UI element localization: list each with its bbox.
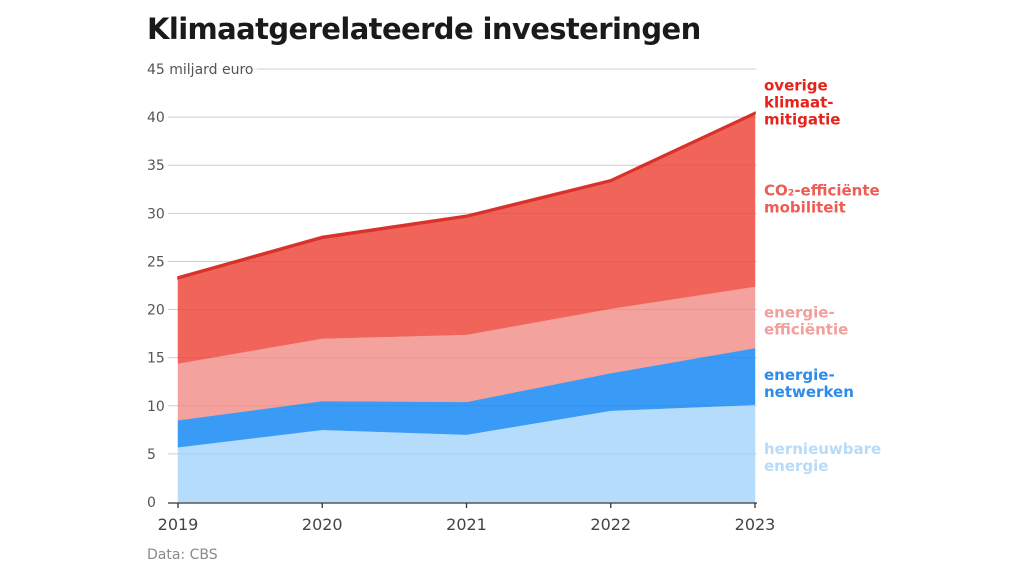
series-label-energie-netwerken: energie-netwerken	[764, 366, 854, 401]
series-label-line: energie-	[764, 366, 835, 384]
y-tick-label: 15	[147, 351, 165, 367]
y-tick-label: 35	[147, 158, 165, 174]
y-axis-ticks: 0 5 10 15 20 25 30 35 40 45 miljard euro	[147, 62, 254, 511]
y-tick-label: 5	[147, 447, 156, 463]
series-label-line: efficiëntie	[764, 321, 848, 339]
y-tick-label: 25	[147, 254, 165, 270]
series-label-line: mobiliteit	[764, 198, 846, 216]
area-overige-klimaatmitigatie	[177, 111, 756, 280]
y-tick-label: 40	[147, 110, 165, 126]
series-label-energie-effici-ntie: energie-efficiëntie	[764, 304, 848, 339]
y-tick-label: 45 miljard euro	[147, 62, 254, 78]
y-tick-label: 20	[147, 303, 165, 319]
y-tick-label: 0	[147, 495, 156, 511]
data-source: Data: CBS	[147, 547, 218, 563]
area-series	[177, 111, 756, 503]
series-label-line: energie	[764, 457, 828, 475]
gridlines-overlay	[168, 68, 755, 455]
chart-title: Klimaatgerelateerde investeringen	[147, 12, 701, 46]
series-label-line: mitigatie	[764, 111, 840, 129]
series-labels: hernieuwbareenergieenergie-netwerkenener…	[764, 77, 881, 476]
series-label-line: hernieuwbare	[764, 440, 881, 458]
series-label-line: energie-	[764, 304, 835, 322]
x-tick-label: 2020	[302, 515, 343, 534]
x-tick-label: 2021	[446, 515, 487, 534]
y-tick-label: 10	[147, 399, 165, 415]
series-label-line: netwerken	[764, 383, 854, 401]
x-tick-label: 2023	[735, 515, 776, 534]
x-tick-label: 2022	[590, 515, 631, 534]
y-tick-label: 30	[147, 206, 165, 222]
series-label-line: klimaat-	[764, 94, 834, 112]
series-label-line: overige	[764, 77, 828, 95]
x-axis: 2019 2020 2021 2022 2023	[158, 502, 776, 534]
x-tick-label: 2019	[158, 515, 199, 534]
series-label-line: CO₂-efficiënte	[764, 181, 880, 199]
